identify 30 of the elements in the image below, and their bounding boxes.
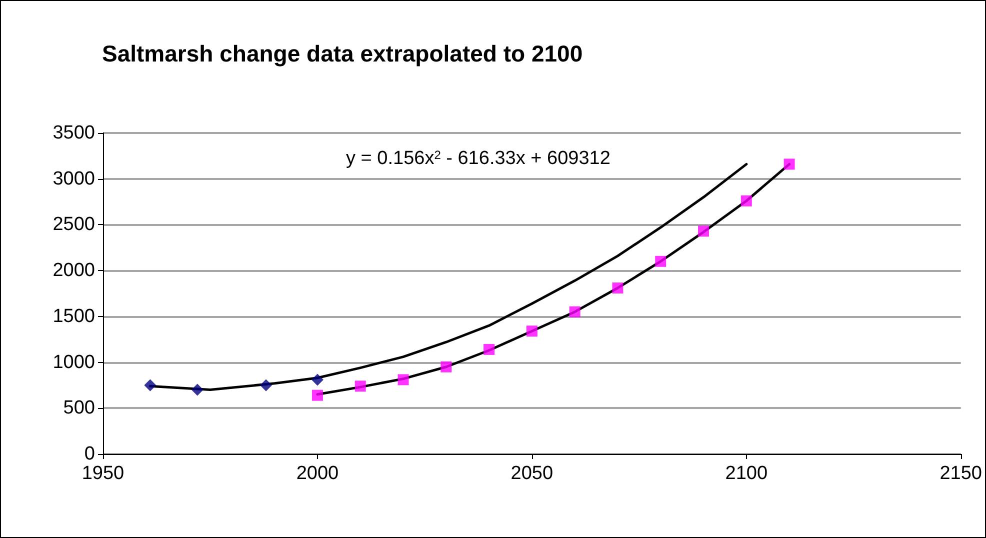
x-tick-label: 2050	[510, 463, 554, 484]
point	[612, 282, 624, 294]
y-tick-label: 0	[84, 444, 95, 464]
point	[740, 195, 752, 206]
point	[484, 344, 495, 355]
x-tick-label: 2150	[940, 463, 982, 484]
chart-title: Saltmarsh change data extrapolated to 2100	[102, 40, 583, 66]
x-tick-label: 2100	[725, 463, 768, 484]
y-tick-label: 3000	[52, 168, 95, 190]
point	[784, 158, 795, 170]
x-tick-label: 1950	[82, 463, 124, 484]
y-tick-label: 2000	[52, 260, 95, 282]
y-tick-label: 1000	[52, 352, 95, 373]
point	[398, 374, 409, 386]
point	[311, 374, 324, 386]
point	[440, 361, 452, 372]
x-tick-label: 2000	[296, 463, 339, 484]
point	[655, 256, 666, 267]
y-tick-label: 500	[63, 398, 95, 419]
point	[698, 226, 710, 237]
point	[144, 379, 156, 392]
point	[569, 306, 580, 318]
y-tick-label: 1500	[52, 306, 95, 327]
point	[526, 326, 538, 337]
y-tick-label: 2500	[52, 214, 95, 236]
point	[354, 380, 366, 392]
point	[312, 390, 323, 401]
point	[191, 384, 204, 396]
point	[260, 379, 272, 392]
y-tick-label: 3500	[52, 122, 95, 144]
